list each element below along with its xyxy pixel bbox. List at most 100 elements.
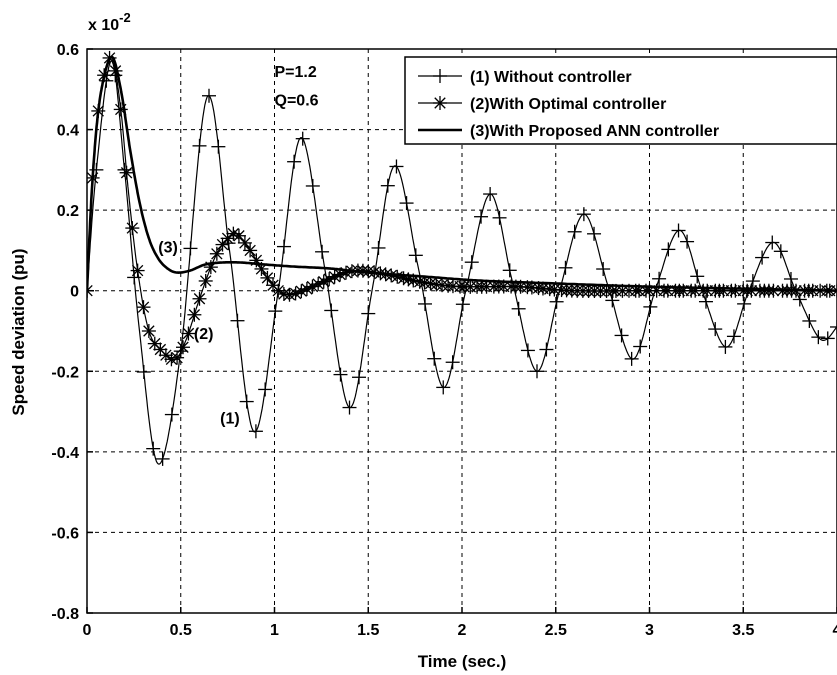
series-1-marker xyxy=(558,260,573,275)
series-1-marker xyxy=(287,154,302,169)
series-1-marker xyxy=(436,380,451,395)
y-tick-label: 0.4 xyxy=(57,123,79,140)
series-1-marker xyxy=(136,364,151,379)
series-1-marker xyxy=(418,296,433,311)
series-2-marker xyxy=(209,246,224,261)
y-axis-title: Speed deviation (pu) xyxy=(9,248,28,415)
series-2-marker xyxy=(187,307,202,322)
annotation-label: (2) xyxy=(194,326,214,343)
series-1-marker xyxy=(530,364,544,379)
series-2-marker xyxy=(192,291,207,306)
legend-label: (2)With Optimal controller xyxy=(470,96,666,113)
series-3 xyxy=(87,55,837,292)
series-1-marker xyxy=(276,239,291,254)
series-1-marker xyxy=(474,209,489,224)
x-tick-label: 1.5 xyxy=(357,622,379,639)
series-2-marker xyxy=(412,274,427,289)
series-1-marker xyxy=(399,196,414,211)
series-1-marker xyxy=(520,343,535,358)
annotation-label: P=1.2 xyxy=(275,64,317,81)
series-1-marker xyxy=(183,241,198,256)
legend-entry-3: (3)With Proposed ANN controller xyxy=(418,123,719,140)
series-1-marker xyxy=(567,224,582,239)
series-1-marker xyxy=(614,328,629,343)
series-1-marker xyxy=(671,223,686,238)
series-1-marker xyxy=(361,306,376,321)
series-1-marker xyxy=(633,339,648,354)
series-2 xyxy=(87,50,837,367)
series-1-marker xyxy=(587,226,602,241)
series-2-marker xyxy=(226,226,241,241)
y-multiplier-base: x 10 xyxy=(88,17,119,34)
series-1-marker xyxy=(455,297,470,312)
series-1-marker xyxy=(737,296,752,311)
x-tick-label: 2.5 xyxy=(545,622,567,639)
series-1-marker xyxy=(483,187,498,202)
x-tick-label: 3.5 xyxy=(732,622,754,639)
series-1-marker xyxy=(811,330,826,345)
series-2-marker xyxy=(299,281,314,296)
y-tick-label: -0.8 xyxy=(51,606,79,623)
legend-label: (1) Without controller xyxy=(470,69,632,86)
annotation-label: (3) xyxy=(158,239,178,256)
series-1-marker xyxy=(248,424,263,439)
series-1-marker xyxy=(380,178,395,193)
x-tick-label: 0 xyxy=(83,622,92,639)
y-tick-label: 0.2 xyxy=(57,203,79,220)
series-1-marker xyxy=(745,274,760,289)
series-1-marker xyxy=(596,262,611,277)
series-1-marker xyxy=(268,304,283,319)
x-axis-title: Time (sec.) xyxy=(418,652,507,671)
series-2-marker xyxy=(130,263,145,278)
series-1-marker xyxy=(511,301,526,316)
series-1-marker xyxy=(624,351,639,366)
series-2-marker xyxy=(260,270,275,285)
y-tick-label: -0.6 xyxy=(51,525,79,542)
series-group xyxy=(87,50,837,466)
legend-marker xyxy=(433,96,447,110)
series-2-marker xyxy=(231,228,246,243)
series-2-marker xyxy=(220,231,235,246)
series-1-marker xyxy=(783,271,798,286)
series-2-marker xyxy=(243,243,258,258)
series-1-marker xyxy=(258,382,273,397)
series-1-marker xyxy=(155,451,170,466)
series-1-marker xyxy=(576,207,591,222)
series-1-marker xyxy=(652,271,667,286)
series-1-marker xyxy=(755,250,770,265)
series-2-marker xyxy=(125,221,140,236)
series-2-marker xyxy=(288,286,303,301)
series-1-marker xyxy=(192,138,207,153)
series-1-marker xyxy=(492,210,507,225)
legend-entry-2: (2)With Optimal controller xyxy=(418,96,666,113)
series-2-marker xyxy=(136,300,151,315)
x-tick-label: 1 xyxy=(270,622,279,639)
series-2-marker xyxy=(181,326,196,341)
series-2-marker xyxy=(198,273,213,288)
series-1-marker xyxy=(239,394,254,409)
series-1-marker xyxy=(352,370,367,385)
x-tick-label: 0.5 xyxy=(170,622,192,639)
series-1-marker xyxy=(773,244,788,259)
series-1-marker xyxy=(408,248,423,263)
series-1-marker xyxy=(539,342,554,357)
y-tick-label: 0 xyxy=(70,284,79,301)
series-1-marker xyxy=(820,331,835,346)
series-1-marker xyxy=(202,88,217,103)
x-tick-label: 2 xyxy=(458,622,467,639)
series-2-marker xyxy=(119,165,134,180)
series-1-marker xyxy=(164,407,179,422)
series-1-marker xyxy=(211,139,226,154)
series-1-marker xyxy=(690,269,705,284)
series-1 xyxy=(87,60,837,466)
legend: (1) Without controller (2)With Optimal co… xyxy=(404,56,837,145)
series-1-marker xyxy=(230,313,245,328)
y-multiplier-label: x 10-2 xyxy=(88,10,131,34)
x-tick-label: 3 xyxy=(645,622,654,639)
axis-ticks: 0 0.5 1 1.5 2 2.5 3 3.5 4 -0.8 -0.6 -0.4 -0.2 0 0.2 0.4… xyxy=(51,42,837,639)
series-1-marker xyxy=(99,73,114,88)
y-tick-label: 0.6 xyxy=(57,42,79,59)
series-2-marker xyxy=(322,272,337,287)
series-1-marker xyxy=(315,244,330,259)
